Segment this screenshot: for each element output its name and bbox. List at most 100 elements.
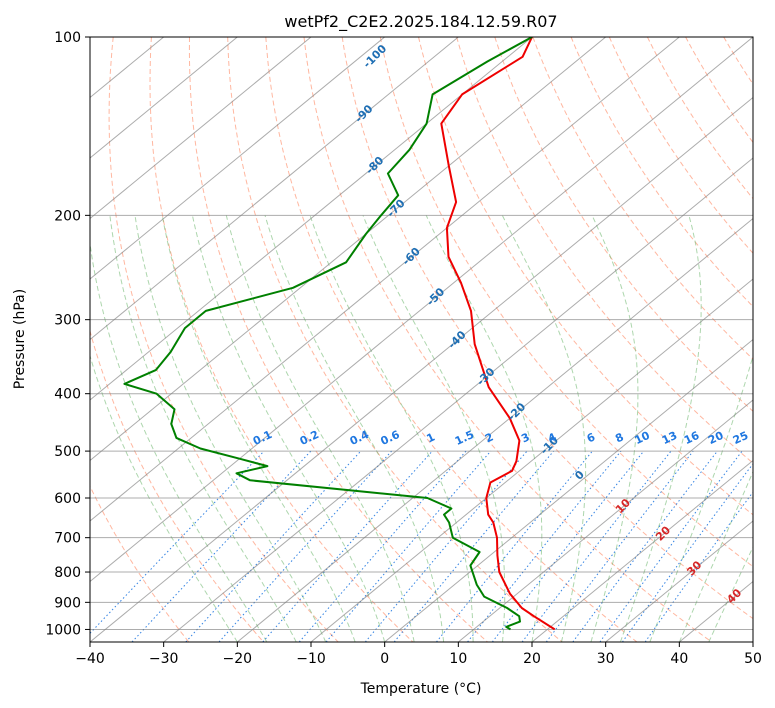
profile-line	[440, 37, 556, 631]
dry-adiabat-line	[456, 37, 753, 464]
mixing-ratio-line	[436, 450, 593, 642]
dry-adiabat-line	[149, 37, 414, 642]
moist-adiabat-line	[225, 215, 415, 642]
mixing-ratio-line	[185, 450, 362, 642]
dry-adiabat-line	[762, 37, 775, 642]
moist-adiabat-line	[590, 215, 639, 642]
x-tick-label: −40	[75, 651, 105, 667]
mixing-ratio-line	[467, 450, 622, 642]
moist-adiabat-line	[649, 354, 753, 642]
mixing-ratio-label: 6	[585, 430, 598, 445]
dry-adiabat-line	[227, 37, 563, 642]
y-tick-label: 600	[54, 491, 81, 507]
chart-title: wetPf2_C2E2.2025.184.12.59.R07	[284, 12, 557, 32]
x-tick-label: 50	[744, 651, 762, 667]
mixing-ratio-label: 1	[425, 430, 437, 445]
y-axis: 100 200 300 400 500 600 700 800 900 1000	[45, 30, 90, 638]
y-tick-label: 100	[54, 30, 81, 46]
mixing-ratio-line	[393, 450, 554, 642]
profile-lines	[123, 37, 556, 631]
moist-adiabat-line	[425, 215, 543, 642]
dry-adiabat-line	[303, 37, 712, 642]
dry-adiabat-line	[341, 37, 753, 620]
dry-adiabat-label: -80	[363, 154, 386, 177]
moist-adiabat-line	[708, 545, 753, 642]
isotherm-line	[310, 278, 753, 642]
isotherm-line	[237, 217, 753, 642]
x-tick-label: −30	[149, 651, 179, 667]
moist-adiabat-line	[90, 354, 238, 642]
y-axis-label: Pressure (hPa)	[12, 289, 28, 389]
x-tick-label: −10	[296, 651, 326, 667]
isotherm-line	[90, 37, 753, 583]
mixing-ratio-line	[131, 450, 312, 642]
dry-adiabat-line	[418, 37, 753, 516]
y-tick-label: 300	[54, 313, 81, 329]
isotherm-line	[90, 37, 606, 462]
y-tick-label: 1000	[45, 622, 81, 638]
dry-adiabat-line	[90, 329, 264, 642]
dry-adiabat-label: -20	[505, 400, 528, 423]
x-tick-label: 40	[670, 651, 688, 667]
mixing-ratio-line	[218, 450, 392, 642]
dry-adiabat-label: 0	[572, 468, 587, 483]
isotherm-line	[458, 399, 753, 642]
moist-adiabat-line	[109, 215, 297, 642]
isotherm-line	[90, 37, 385, 280]
moist-adiabat-line	[619, 215, 702, 642]
dry-adiabat-label: -100	[361, 42, 390, 71]
mixing-ratio-label: 3	[519, 430, 531, 445]
y-tick-label: 700	[54, 531, 81, 547]
x-tick-label: 20	[523, 651, 541, 667]
x-axis: −40 −30 −20 −10 0 10 20 30 40 50	[75, 642, 762, 667]
dry-adiabat-label: -90	[352, 102, 375, 125]
isotherm-line	[90, 37, 533, 401]
dry-adiabat-line	[685, 37, 753, 144]
dry-adiabat-line	[90, 485, 190, 642]
moist-adiabat-line	[191, 215, 386, 642]
y-tick-label: 900	[54, 595, 81, 611]
moist-adiabat-line	[134, 215, 327, 642]
isotherm-line	[90, 37, 312, 220]
plot-frame	[89, 36, 754, 643]
dry-adiabat-line	[265, 37, 638, 642]
isotherm-line	[679, 580, 753, 642]
moist-adiabat-line	[90, 240, 268, 642]
mixing-ratio-label: 0.6	[379, 428, 402, 448]
moist-adiabat-line	[678, 470, 753, 642]
dry-adiabat-line	[188, 37, 488, 642]
isotherm-line	[90, 37, 238, 159]
mixing-ratio-label: 10	[633, 429, 653, 447]
isotherm-line	[531, 459, 753, 642]
mixing-ratio-line	[644, 491, 753, 642]
isotherm-line	[752, 641, 753, 642]
dry-adiabat-line	[108, 37, 339, 642]
isotherm-line	[90, 37, 459, 341]
mixing-ratio-line	[545, 450, 694, 642]
moist-adiabat-line	[161, 215, 356, 642]
dry-adiabat-label: -50	[424, 285, 447, 308]
mixing-ratio-label: 2	[483, 430, 495, 445]
y-tick-label: 200	[54, 208, 81, 224]
mixing-ratio-label: 16	[682, 429, 702, 447]
mixing-ratio-label: 25	[731, 429, 750, 447]
mixing-ratio-label: 1.5	[453, 428, 476, 448]
dry-adiabat-label: -40	[445, 328, 468, 351]
y-tick-label: 800	[54, 565, 81, 581]
isotherm-line	[605, 520, 753, 642]
mixing-ratio-line	[90, 450, 265, 635]
mixing-ratio-label: 20	[706, 429, 726, 447]
isotherm-line	[90, 37, 680, 522]
mixing-ratio-line	[325, 450, 492, 642]
x-tick-label: 0	[380, 651, 389, 667]
moist-adiabat-line	[264, 215, 445, 642]
dry-adiabat-line	[723, 37, 753, 85]
dry-adiabat-line	[570, 37, 753, 308]
dry-adiabat-line	[379, 37, 753, 568]
mixing-ratio-label: 13	[660, 429, 679, 447]
dry-adiabat-line	[494, 37, 753, 412]
mixing-ratio-label: 0.2	[298, 428, 321, 448]
mixing-ratio-label: 0.1	[251, 428, 274, 448]
y-tick-label: 500	[54, 444, 81, 460]
mixing-ratio-line	[572, 450, 718, 642]
